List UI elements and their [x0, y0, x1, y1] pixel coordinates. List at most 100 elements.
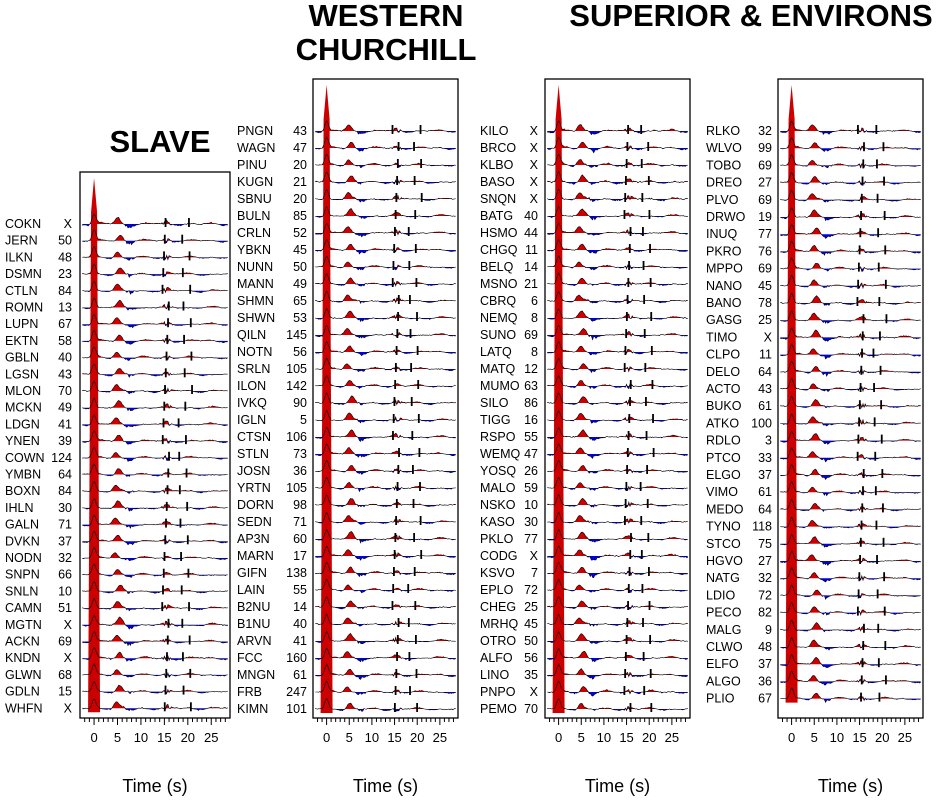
- station-name: SHWN: [237, 311, 275, 325]
- trace-positive-fill: [315, 171, 456, 182]
- station-count: 67: [58, 317, 72, 331]
- station-name: ATKO: [706, 416, 739, 430]
- trace-negative-fill: [82, 541, 228, 545]
- trace-positive-fill: [315, 341, 456, 352]
- trace-line: [315, 374, 456, 389]
- x-tick-label: 20: [642, 730, 656, 745]
- station-count: 36: [758, 674, 772, 688]
- trace-line: [82, 414, 228, 428]
- trace-positive-fill: [780, 654, 921, 665]
- trace-line: [780, 447, 921, 463]
- station-count: 59: [524, 481, 538, 495]
- station-name: ALFO: [480, 651, 513, 665]
- trace-line: [82, 430, 228, 445]
- trace-positive-fill: [780, 172, 921, 183]
- station-name: YOSQ: [480, 464, 516, 478]
- trace-positive-fill: [82, 363, 228, 375]
- trace-line: [82, 246, 228, 261]
- station-count: 82: [758, 606, 772, 620]
- station-name: DRWO: [706, 210, 746, 224]
- station-name: MALO: [480, 481, 516, 495]
- station-count: 41: [58, 417, 72, 431]
- station-name: CLWO: [706, 640, 743, 654]
- station-count: 26: [524, 464, 538, 478]
- station-name: LUPN: [5, 317, 38, 331]
- trace-negative-fill: [780, 354, 921, 359]
- trace-negative-fill: [780, 148, 921, 152]
- station-name: GBLN: [5, 351, 39, 365]
- station-count: 8: [531, 345, 538, 359]
- trace-positive-fill: [547, 206, 688, 216]
- station-count: 50: [293, 260, 307, 274]
- station-count: 69: [758, 262, 772, 276]
- station-name: CLPO: [706, 348, 740, 362]
- trace-positive-fill: [547, 562, 688, 573]
- station-count: 53: [293, 311, 307, 325]
- trace-line: [780, 240, 921, 256]
- trace-line: [315, 426, 456, 442]
- station-count: 90: [293, 396, 307, 410]
- trace-line: [315, 120, 456, 135]
- trace-line: [780, 171, 921, 186]
- trace-positive-fill: [82, 631, 228, 642]
- x-tick-label: 5: [114, 730, 121, 745]
- trace-positive-fill: [547, 460, 688, 471]
- station-count: X: [64, 217, 73, 231]
- station-count: 75: [758, 537, 772, 551]
- trace-line: [547, 613, 688, 627]
- trace-line: [315, 290, 456, 304]
- panel-4: RLKO 32 WLVO 99 TOBO 69 DREO 27 PLVO 69 DRWO 19 INUQ…: [706, 78, 924, 796]
- trace-line: [780, 360, 921, 378]
- trace-negative-fill: [315, 250, 456, 254]
- trace-line: [315, 512, 456, 525]
- trace-positive-fill: [315, 648, 456, 658]
- trace-positive-fill: [780, 567, 921, 579]
- station-count: 56: [293, 345, 307, 359]
- trace-line: [82, 213, 228, 229]
- trace-line: [547, 426, 688, 441]
- trace-positive-fill: [315, 358, 456, 369]
- trace-positive-fill: [780, 584, 921, 596]
- station-count: 105: [286, 481, 307, 495]
- trace-line: [315, 153, 456, 169]
- x-tick-label: 10: [134, 730, 148, 745]
- trace-negative-fill: [547, 420, 688, 424]
- trace-line: [315, 391, 456, 406]
- station-name: ELGO: [706, 468, 741, 482]
- trace-line: [547, 374, 688, 390]
- station-count: 124: [51, 451, 72, 465]
- station-name: NUNN: [237, 260, 273, 274]
- title-superior-environs: SUPERIOR & ENVIRONS: [569, 0, 932, 33]
- trace-positive-fill: [315, 596, 456, 607]
- trace-positive-fill: [82, 481, 228, 492]
- station-count: 41: [293, 634, 307, 648]
- trace-negative-fill: [315, 182, 456, 185]
- trace-line: [547, 493, 688, 508]
- trace-positive-fill: [547, 681, 688, 692]
- trace-negative-fill: [82, 424, 228, 428]
- trace-positive-fill: [315, 477, 456, 488]
- trace-positive-fill: [82, 563, 228, 575]
- trace-positive-fill: [547, 545, 688, 556]
- trace-line: [547, 680, 688, 697]
- trace-positive-fill: [780, 154, 921, 166]
- trace-line: [82, 297, 228, 311]
- station-count: 58: [58, 334, 72, 348]
- station-name: YBKN: [237, 243, 271, 257]
- trace-positive-fill: [315, 579, 456, 590]
- station-name: EPLO: [480, 583, 514, 597]
- trace-positive-fill: [315, 392, 456, 403]
- station-name: QILN: [237, 328, 266, 342]
- trace-negative-fill: [780, 406, 921, 408]
- station-name: GLWN: [5, 668, 42, 682]
- station-count: 37: [758, 657, 772, 671]
- station-name: WEMQ: [480, 447, 521, 461]
- panel-2: PNGN 43 WAGN 47 PINU 20 KUGN 21 SBNU 20 BULN 85 CRLN…: [237, 78, 459, 796]
- trace-negative-fill: [780, 285, 921, 288]
- trace-line: [315, 663, 456, 680]
- trace-line: [547, 631, 688, 644]
- trace-positive-fill: [315, 460, 456, 471]
- trace-line: [780, 136, 921, 152]
- station-name: KUGN: [237, 175, 273, 189]
- station-count: 40: [58, 351, 72, 365]
